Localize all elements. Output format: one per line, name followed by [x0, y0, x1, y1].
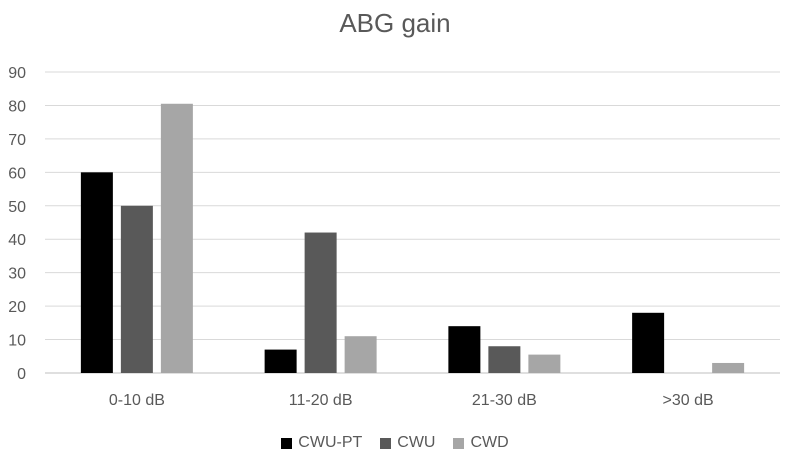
y-tick-label: 0	[17, 366, 26, 383]
legend-label: CWU	[397, 434, 436, 451]
bar-cwu-1	[304, 232, 337, 373]
y-tick-label: 10	[8, 333, 26, 350]
legend-swatch	[380, 437, 392, 449]
y-tick-label: 70	[8, 132, 26, 149]
bar-cwu-0	[120, 205, 153, 373]
legend-item: CWD	[453, 434, 509, 452]
legend-item: CWU-PT	[281, 434, 362, 452]
y-tick-label: 40	[8, 232, 26, 249]
y-tick-label: 80	[8, 98, 26, 115]
bar-cwu-pt-0	[80, 172, 113, 373]
bar-cwu-2	[488, 346, 521, 373]
x-tick-label: 21-30 dB	[472, 392, 537, 409]
bar-cwu-pt-3	[632, 312, 665, 373]
y-tick-label: 60	[8, 165, 26, 182]
legend: CWU-PT CWU CWD	[0, 434, 790, 452]
legend-label: CWD	[470, 434, 509, 451]
bar-cwd-2	[528, 354, 561, 373]
bar-cwu-pt-1	[264, 349, 297, 373]
y-tick-label: 20	[8, 299, 26, 316]
y-tick-label: 90	[8, 65, 26, 82]
x-tick-label: >30 dB	[663, 392, 714, 409]
plot-area: 0 10 20 30 40 50 60 70 80 90 0-10 dB 11-20 dB 21-30 …	[8, 65, 780, 409]
y-tick-label: 30	[8, 266, 26, 283]
legend-swatch	[281, 437, 293, 449]
x-tick-label: 11-20 dB	[289, 392, 353, 409]
legend-label: CWU-PT	[298, 434, 363, 451]
legend-item: CWU	[380, 434, 435, 452]
bar-cwd-0	[160, 103, 193, 374]
x-tick-label: 0-10 dB	[109, 392, 165, 409]
bar-cwd-3	[712, 362, 745, 373]
bar-cwu-pt-2	[448, 326, 481, 373]
y-tick-label: 50	[8, 199, 26, 216]
bar-cwd-1	[344, 336, 377, 373]
legend-swatch	[453, 437, 465, 449]
chart-title: ABG gain	[339, 8, 451, 38]
